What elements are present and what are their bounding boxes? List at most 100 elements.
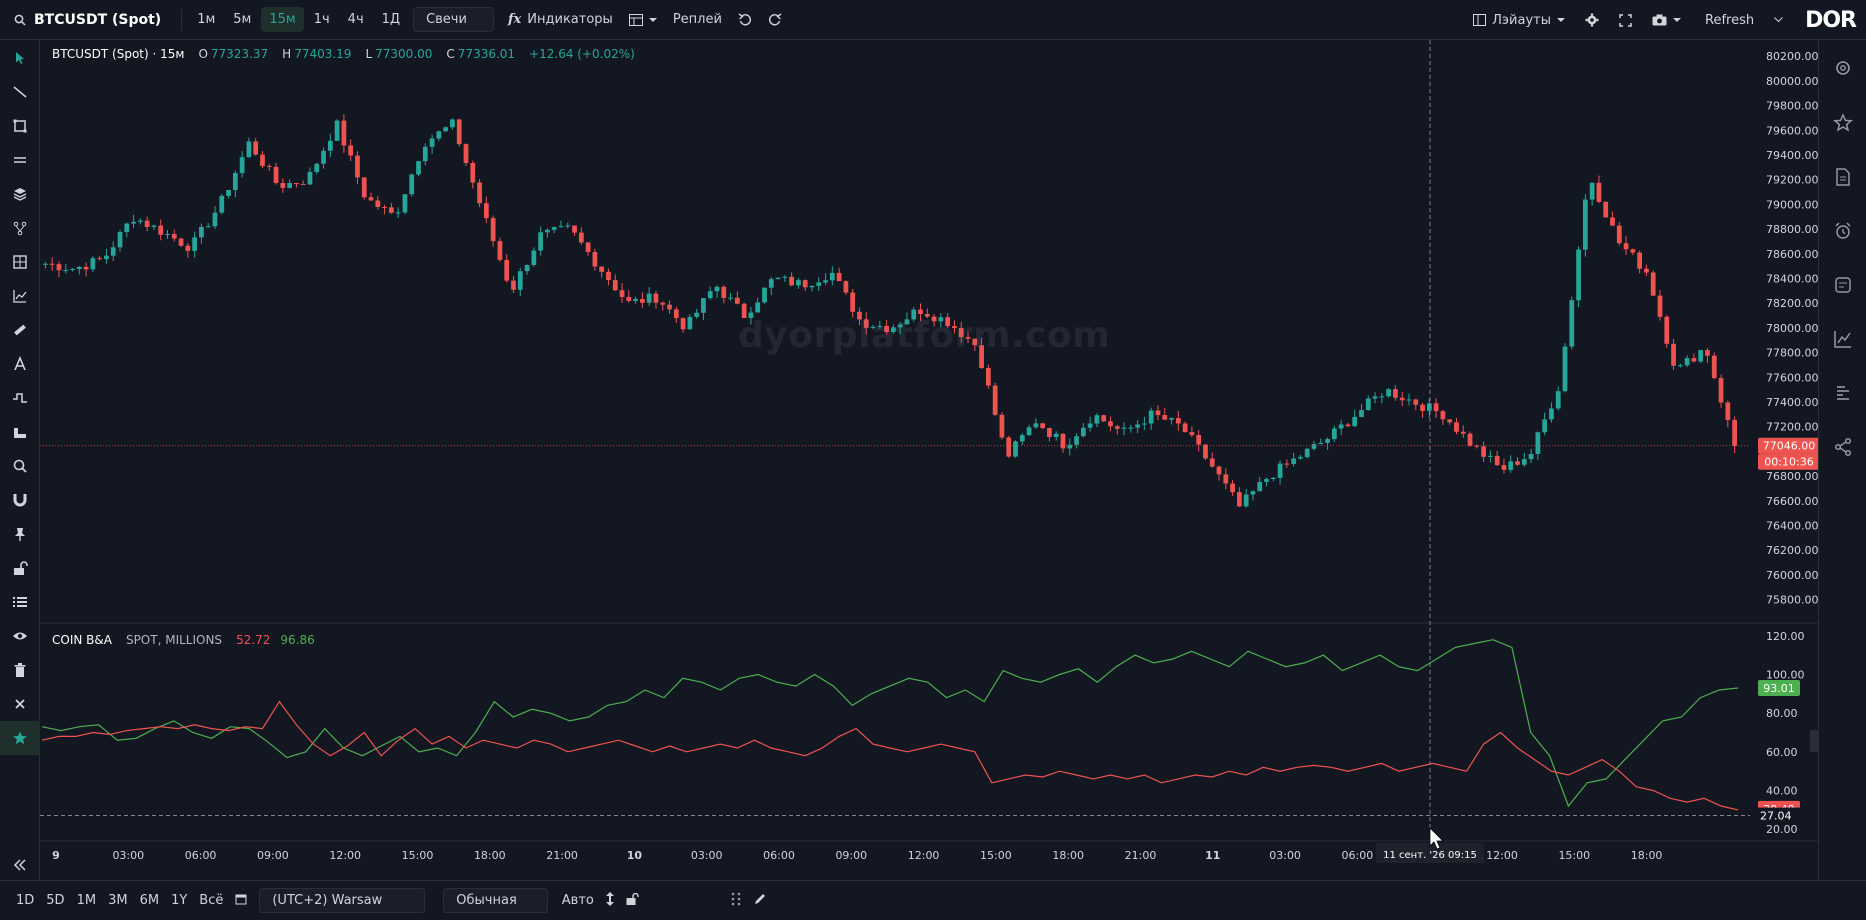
candle xyxy=(897,322,903,335)
draw-button[interactable] xyxy=(747,888,773,914)
measure-tool[interactable] xyxy=(0,415,40,449)
candle-body xyxy=(43,263,48,265)
sidebar-analytics[interactable] xyxy=(1819,312,1866,366)
candle-body xyxy=(1304,448,1310,458)
timeframe-4h[interactable]: 4ч xyxy=(347,12,364,27)
candle xyxy=(1494,450,1500,467)
trendline-tool[interactable] xyxy=(0,75,40,109)
candle xyxy=(1148,407,1154,430)
chart-canvas[interactable]: 80200.00 80000.00 79800.00 79600.00 79400.00… xyxy=(40,40,1818,880)
candle-body xyxy=(897,324,903,328)
layouts-button[interactable]: Лэйауты xyxy=(1465,8,1573,33)
candle-body xyxy=(131,221,136,224)
forecast-tool[interactable] xyxy=(0,279,40,313)
sidebar-watchlist[interactable] xyxy=(1819,96,1866,150)
candle-body xyxy=(714,286,720,292)
favorites-tool[interactable] xyxy=(0,721,40,755)
settings-button[interactable] xyxy=(1577,8,1607,32)
watermark: dyorplatform.com xyxy=(738,315,1111,356)
stay-in-drawing-tool[interactable] xyxy=(0,517,40,551)
fullscreen-button[interactable] xyxy=(1611,9,1640,32)
range-1d[interactable]: 1D xyxy=(16,893,35,908)
green-value-tag xyxy=(1758,679,1800,696)
go-to-date-button[interactable] xyxy=(229,889,253,913)
timeframe-1m[interactable]: 1м xyxy=(197,12,216,27)
range-6m[interactable]: 6M xyxy=(139,893,160,908)
scale-toggle-button[interactable] xyxy=(600,888,620,914)
delete-drawings-tool[interactable] xyxy=(0,653,40,687)
collapse-toolbar-button[interactable] xyxy=(0,850,40,880)
timezone-select[interactable]: (UTC+2) Warsaw xyxy=(259,888,426,913)
candle-body xyxy=(612,280,618,291)
rectangle-tool[interactable] xyxy=(0,109,40,143)
candle-body xyxy=(517,271,523,290)
auto-scale-button[interactable]: Авто xyxy=(561,893,594,908)
scale-mode-select[interactable]: Обычная xyxy=(443,888,548,913)
cursor-tool[interactable] xyxy=(0,41,40,75)
range-3m[interactable]: 3M xyxy=(108,893,128,908)
price-axis-label: 76000.00 xyxy=(1766,569,1818,582)
crosshair-level-tag xyxy=(1754,807,1810,824)
layers-tool[interactable] xyxy=(0,177,40,211)
range-1y[interactable]: 1Y xyxy=(171,893,188,908)
drag-handle[interactable] xyxy=(725,888,747,914)
candle-body xyxy=(857,311,862,320)
chevron-down-icon xyxy=(648,17,657,22)
hide-drawings-tool[interactable] xyxy=(0,619,40,653)
sidebar-settings[interactable] xyxy=(1819,40,1866,96)
candle-body xyxy=(1209,458,1215,467)
price-axis-label: 78400.00 xyxy=(1766,273,1818,286)
candle-body xyxy=(1555,391,1561,409)
channel-tool[interactable] xyxy=(0,143,40,177)
pitchfork-tool[interactable] xyxy=(0,211,40,245)
candle xyxy=(402,194,408,215)
magnet-tool[interactable] xyxy=(0,483,40,517)
candle-body xyxy=(409,174,415,195)
undo-button[interactable] xyxy=(730,8,760,32)
top-toolbar: BTCUSDT (Spot) 1м 5м 15м 1ч 4ч 1Д Свечи … xyxy=(0,0,1866,40)
timeframe-5m[interactable]: 5м xyxy=(233,12,252,27)
candle-body xyxy=(911,309,917,320)
candle-body xyxy=(294,182,299,184)
remove-all-tool[interactable] xyxy=(0,687,40,721)
snapshot-button[interactable] xyxy=(1644,9,1689,31)
timeframe-1d[interactable]: 1Д xyxy=(381,12,401,27)
lock-tool[interactable] xyxy=(0,551,40,585)
chart-type-select[interactable]: Свечи xyxy=(413,7,494,32)
pattern-tool[interactable] xyxy=(0,381,40,415)
brush-tool[interactable] xyxy=(0,313,40,347)
candle xyxy=(63,264,69,274)
sidebar-notes[interactable] xyxy=(1819,150,1866,204)
candle xyxy=(165,230,170,239)
symbol-search[interactable]: BTCUSDT (Spot) xyxy=(0,0,175,40)
time-axis-label: 15:00 xyxy=(402,849,434,862)
candle-body xyxy=(1549,408,1554,420)
range-1m[interactable]: 1M xyxy=(76,893,97,908)
refresh-menu-button[interactable] xyxy=(1766,12,1791,28)
refresh-button[interactable]: Refresh xyxy=(1697,8,1762,33)
timeframe-15m[interactable]: 15м xyxy=(261,7,304,32)
replay-button[interactable]: Реплей xyxy=(665,7,730,32)
sidebar-screener[interactable] xyxy=(1819,258,1866,312)
candle xyxy=(368,192,374,201)
range-all[interactable]: Всё xyxy=(199,893,224,908)
range-5d[interactable]: 5D xyxy=(46,893,65,908)
candle-body xyxy=(1270,477,1276,480)
text-tool[interactable] xyxy=(0,347,40,381)
candle xyxy=(1135,420,1140,434)
timeframe-1h[interactable]: 1ч xyxy=(313,12,330,27)
lock-scale-button[interactable] xyxy=(620,889,645,913)
candle-body xyxy=(70,268,75,270)
candle xyxy=(110,241,116,261)
templates-button[interactable] xyxy=(621,9,665,31)
indicators-button[interactable]: fx Индикаторы xyxy=(500,7,621,32)
zoom-tool[interactable] xyxy=(0,449,40,483)
sidebar-share[interactable] xyxy=(1819,420,1866,474)
candle-body xyxy=(239,157,245,174)
sidebar-orderbook[interactable] xyxy=(1819,366,1866,420)
object-tree-tool[interactable] xyxy=(0,585,40,619)
sidebar-alerts[interactable] xyxy=(1819,204,1866,258)
redo-button[interactable] xyxy=(760,8,790,32)
grid-tool[interactable] xyxy=(0,245,40,279)
candle-body xyxy=(748,312,754,318)
